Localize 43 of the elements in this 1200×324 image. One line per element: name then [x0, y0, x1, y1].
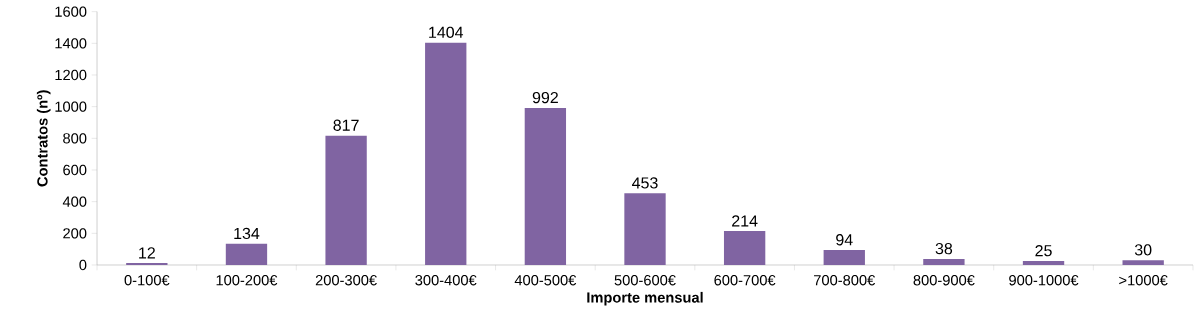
- bar: [225, 243, 268, 265]
- data-label: 453: [632, 177, 658, 189]
- y-tick-label: 1400: [55, 38, 87, 49]
- x-tick-label: 100-200€: [216, 275, 278, 286]
- y-tick-label: 400: [62, 196, 87, 207]
- bar: [1122, 260, 1164, 265]
- y-tick-label: 800: [63, 133, 87, 144]
- bar: [524, 107, 567, 265]
- y-axis-title: Contratos (nº): [36, 90, 51, 187]
- bar: [624, 193, 666, 265]
- data-label: 94: [836, 234, 853, 246]
- x-tick-label: 0-100€: [124, 275, 170, 286]
- bar: [723, 231, 766, 265]
- data-label: 25: [1035, 245, 1052, 257]
- data-label: 38: [935, 242, 953, 255]
- bar: [1022, 261, 1065, 265]
- x-tick-label: 800-900€: [913, 275, 975, 286]
- x-tick-label: >1000€: [1119, 275, 1168, 286]
- x-tick-label: 900-1000€: [1009, 275, 1079, 286]
- y-tick-label: 0: [79, 259, 87, 271]
- y-tick-label: 200: [63, 228, 87, 239]
- x-tick-label: 700-800€: [814, 275, 876, 286]
- y-tick-label: 1200: [55, 69, 87, 81]
- y-tick-label: 1600: [55, 6, 87, 17]
- bar: [823, 250, 865, 265]
- data-label: 817: [333, 119, 359, 131]
- data-label: 30: [1134, 244, 1152, 256]
- x-tick-label: 500-600€: [614, 275, 676, 286]
- bar: [425, 42, 467, 265]
- x-tick-label: 600-700€: [714, 275, 776, 286]
- bar: [923, 258, 965, 265]
- y-tick-label: 600: [63, 164, 87, 176]
- x-axis-title: Importe mensual: [587, 291, 703, 306]
- y-tick-label: 1000: [55, 101, 87, 112]
- data-label: 134: [234, 227, 260, 240]
- data-label: 214: [732, 215, 758, 227]
- x-tick-label: 400-500€: [514, 275, 577, 286]
- data-label: 992: [532, 91, 558, 104]
- x-tick-label: 300-400€: [415, 275, 477, 286]
- data-label: 12: [139, 247, 155, 259]
- bar: [325, 135, 367, 265]
- x-tick-label: 200-300€: [315, 275, 377, 286]
- data-label: 1404: [429, 26, 464, 38]
